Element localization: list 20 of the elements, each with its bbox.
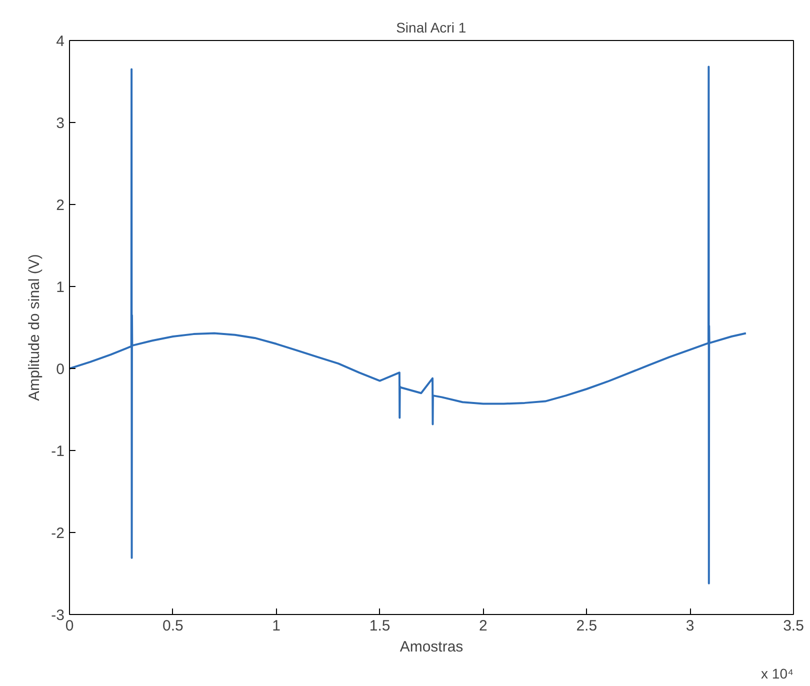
x-tick-label: 3 — [686, 618, 694, 634]
y-tick-label: 4 — [56, 33, 64, 50]
x-tick-label: 1 — [272, 618, 281, 634]
x-tick-label: 2.5 — [576, 618, 598, 634]
y-tick-label: 0 — [56, 361, 64, 378]
chart-title: Sinal Acri 1 — [396, 20, 466, 36]
text: x 10⁴ — [761, 666, 794, 682]
y-tick-label: -3 — [51, 607, 65, 624]
y-tick-label: -2 — [51, 525, 65, 542]
y-tick-label: 2 — [56, 197, 64, 214]
x-tick-label: 1.5 — [369, 618, 390, 634]
y-tick-label: 3 — [56, 115, 64, 132]
y-axis-title: Amplitude do sinal (V) — [26, 254, 44, 401]
x-axis-title: Amostras — [400, 638, 464, 656]
x-tick-label: 0.5 — [162, 618, 184, 634]
x-tick-label: 3.5 — [783, 618, 804, 634]
line-series — [70, 66, 747, 584]
y-tick-label: 1 — [56, 279, 64, 296]
x-tick-label: 2 — [479, 618, 488, 634]
y-tick-label: -1 — [51, 443, 65, 460]
